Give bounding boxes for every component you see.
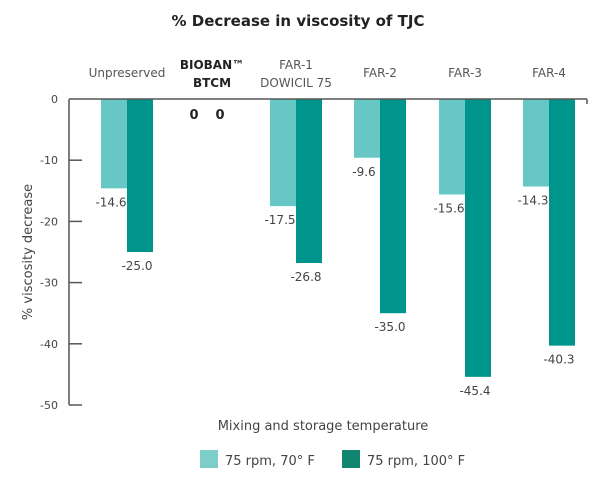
bar-70f xyxy=(354,99,380,158)
data-label: -26.8 xyxy=(290,270,321,284)
y-tick-label: -50 xyxy=(40,399,58,412)
data-label: -25.0 xyxy=(121,259,152,273)
category-labels: Unpreserved BIOBAN™ BTCM FAR-1 DOWICIL 75 FAR… xyxy=(89,58,566,90)
bar-70f xyxy=(439,99,465,195)
bar-70f xyxy=(101,99,127,189)
bars xyxy=(101,99,575,377)
category-label: Unpreserved xyxy=(89,66,166,80)
y-tick-label: 0 xyxy=(51,93,58,106)
data-label: -9.6 xyxy=(352,165,375,179)
data-label: -40.3 xyxy=(543,353,574,367)
data-label: -14.3 xyxy=(517,194,548,208)
category-label: FAR-3 xyxy=(448,66,482,80)
legend-swatch xyxy=(200,450,218,468)
y-axis-title: % viscosity decrease xyxy=(21,184,36,320)
bar-100f xyxy=(465,99,491,377)
data-label: 0 xyxy=(215,108,224,123)
chart-title: % Decrease in viscosity of TJC xyxy=(172,12,425,30)
legend-label: 75 rpm, 70° F xyxy=(225,454,315,469)
category-label: FAR-1 xyxy=(279,58,313,72)
axes: 0 -10 -20 -30 -40 -50 xyxy=(40,93,588,412)
data-label: 0 xyxy=(189,108,198,123)
bar-100f xyxy=(549,99,575,346)
data-label: -14.6 xyxy=(95,195,126,209)
data-label: -35.0 xyxy=(374,320,405,334)
y-tick-label: -20 xyxy=(40,215,58,228)
legend-label: 75 rpm, 100° F xyxy=(367,454,465,469)
bar-100f xyxy=(380,99,406,314)
category-label: BIOBAN™ xyxy=(180,58,244,72)
y-tick-label: -30 xyxy=(40,277,58,290)
category-label: FAR-2 xyxy=(363,66,397,80)
category-label: DOWICIL 75 xyxy=(260,76,332,90)
category-label: FAR-4 xyxy=(532,66,566,80)
data-labels: -14.6 0 -17.5 -9.6 -15.6 -14.3 -25.0 0 -26.8 -35.… xyxy=(95,108,574,398)
category-label: BTCM xyxy=(193,76,231,90)
legend-swatch xyxy=(342,450,360,468)
y-tick-label: -40 xyxy=(40,338,58,351)
bar-70f xyxy=(523,99,549,187)
y-tick-label: -10 xyxy=(40,154,58,167)
data-label: -17.5 xyxy=(264,213,295,227)
bar-100f xyxy=(127,99,153,252)
legend: 75 rpm, 70° F 75 rpm, 100° F xyxy=(200,450,465,469)
x-axis-title: Mixing and storage temperature xyxy=(218,419,429,434)
bar-100f xyxy=(296,99,322,264)
data-label: -45.4 xyxy=(459,384,490,398)
data-label: -15.6 xyxy=(433,201,464,215)
bar-70f xyxy=(270,99,296,207)
